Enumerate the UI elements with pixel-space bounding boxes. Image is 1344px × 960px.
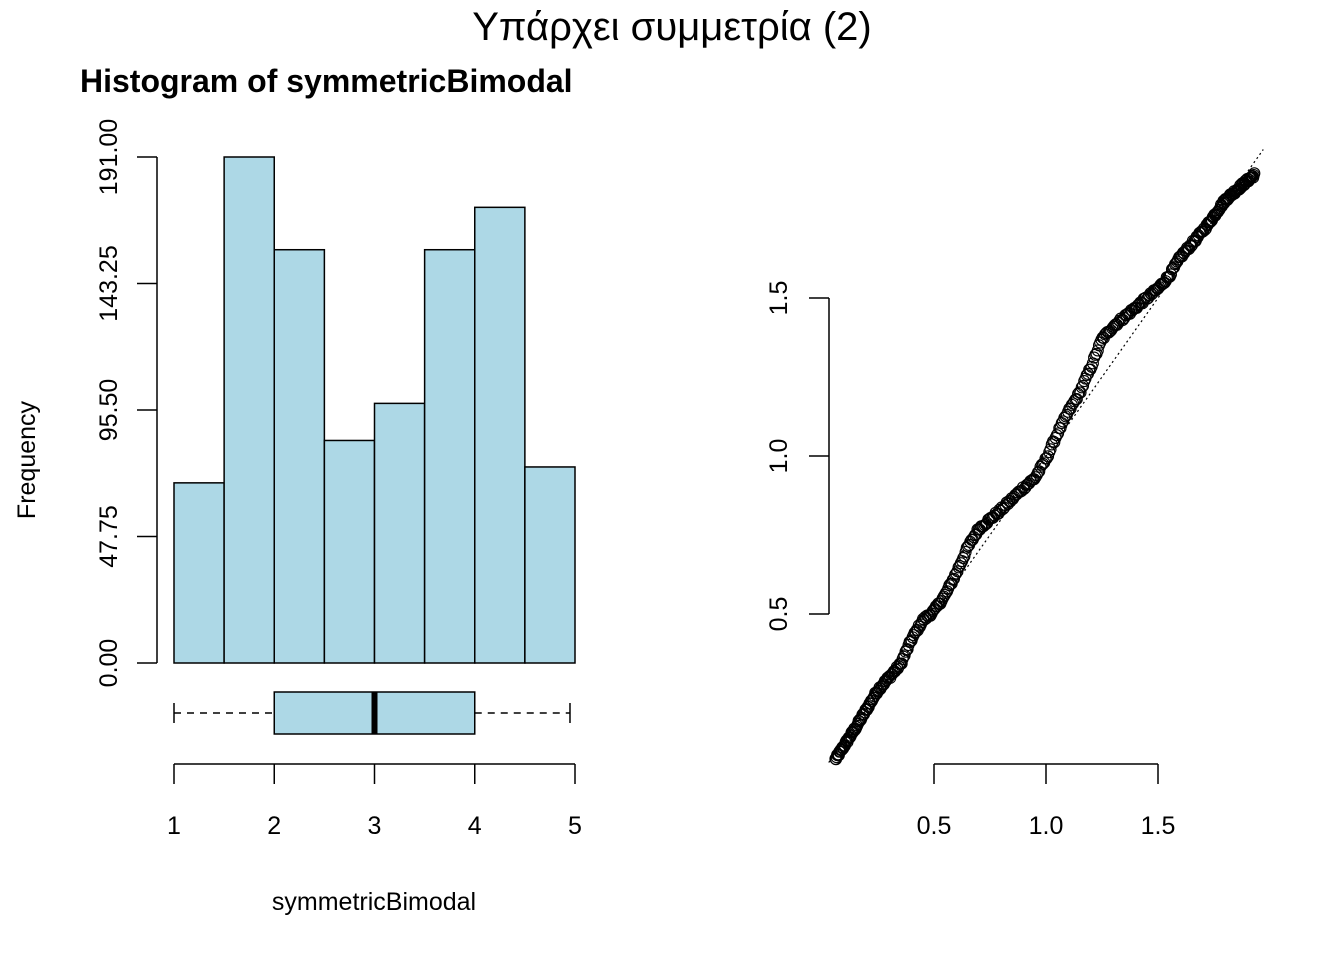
y-tick-label: 47.75 [95,505,123,568]
qq-point [1058,411,1071,424]
qq-x-tick-label: 1.0 [1029,812,1064,840]
qq-x-axis: 0.5 1.0 1.5 [917,763,1176,840]
qq-y-tick-label: 1.0 [765,439,793,474]
boxplot [173,691,571,735]
histogram-bar [173,482,225,664]
histogram-bar [223,156,275,664]
histogram-bar [273,248,326,664]
qq-point [1070,393,1083,406]
x-tick-label: 3 [368,812,382,840]
qq-point [1044,443,1057,456]
y-tick-label: 0.00 [95,639,123,688]
x-tick-label: 1 [167,812,181,840]
x-tick-label: 5 [568,812,582,840]
qq-point [1091,344,1104,357]
qq-point [1248,167,1261,180]
qq-point [895,657,908,670]
qq-point [950,567,963,580]
qq-point [1050,429,1063,442]
qq-point [1075,381,1088,394]
histogram-bar [323,439,376,664]
x-tick-label: 2 [267,812,281,840]
figure-title: Υπάρχει συμμετρία (2) [472,5,871,49]
qq-point [1078,375,1091,388]
qq-point [1052,427,1065,440]
histogram-bar [423,248,476,664]
histogram-x-axis: 1 2 3 4 5 [167,763,582,840]
histogram-x-axis-label: symmetricBimodal [272,888,476,916]
qq-x-tick-label: 0.5 [917,812,952,840]
y-tick-label: 191.00 [95,119,123,195]
histogram-bar [524,466,576,664]
qq-points [829,167,1261,766]
qq-point [897,650,910,663]
qq-point [1076,379,1090,392]
qq-y-tick-label: 0.5 [765,597,793,632]
histogram-bar [474,206,526,664]
qq-point [1164,268,1178,281]
histogram-y-axis-label: Frequency [13,400,41,519]
qq-point [1074,386,1087,399]
histogram-bars [173,156,576,664]
x-tick-label: 4 [468,812,482,840]
histogram-y-axis: 0.00 47.75 95.50 143.25 191.00 [95,119,158,688]
histogram-title: Histogram of symmetricBimodal [80,63,573,99]
qq-y-axis: 0.5 1.0 1.5 [765,281,830,632]
qq-point [959,545,972,559]
y-tick-label: 95.50 [95,379,123,442]
qq-point [938,588,951,601]
qq-y-tick-label: 1.5 [765,281,793,316]
y-tick-label: 143.25 [95,245,123,321]
histogram-bar [373,402,426,664]
qq-x-tick-label: 1.5 [1141,812,1176,840]
